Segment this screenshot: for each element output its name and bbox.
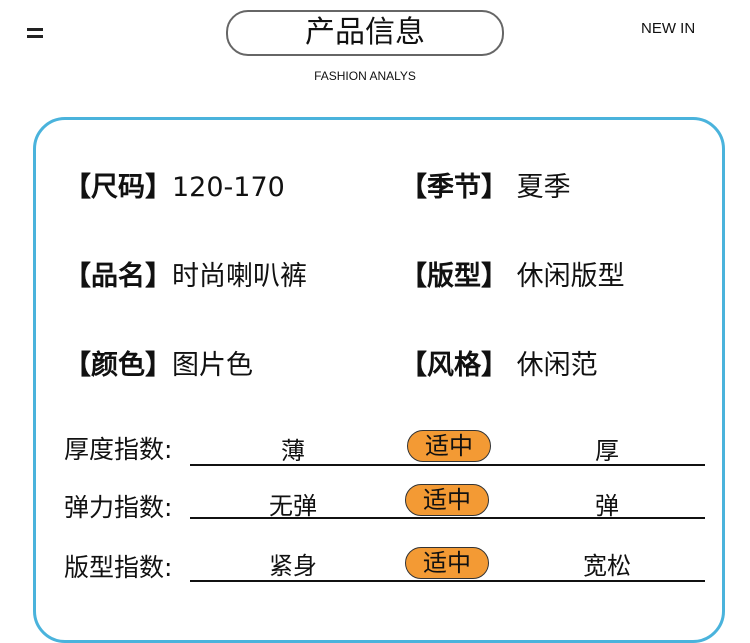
elasticity-label: 弹力指数: bbox=[64, 493, 173, 522]
fit-high: 宽松 bbox=[583, 552, 631, 580]
elasticity-low: 无弹 bbox=[269, 492, 317, 520]
elasticity-selected-badge: 适中 bbox=[405, 484, 489, 516]
thickness-selected-badge: 适中 bbox=[407, 430, 491, 462]
info-fit: 【版型】 休闲版型 bbox=[400, 261, 625, 292]
divider bbox=[190, 517, 705, 519]
divider bbox=[190, 580, 705, 582]
info-style: 【风格】 休闲范 bbox=[400, 350, 598, 381]
info-color: 【颜色】图片色 bbox=[64, 350, 253, 381]
fit-low: 紧身 bbox=[269, 552, 317, 580]
thickness-low: 薄 bbox=[281, 437, 305, 465]
subtitle: FASHION ANALYS bbox=[314, 69, 416, 83]
fit-index-label: 版型指数: bbox=[64, 553, 173, 582]
thickness-label: 厚度指数: bbox=[64, 435, 173, 464]
info-season: 【季节】 夏季 bbox=[400, 172, 571, 203]
fit-selected-badge: 适中 bbox=[405, 547, 489, 579]
thickness-high: 厚 bbox=[595, 437, 619, 465]
divider bbox=[190, 464, 705, 466]
elasticity-high: 弹 bbox=[595, 492, 619, 520]
info-size: 【尺码】120-170 bbox=[64, 172, 285, 203]
info-name: 【品名】时尚喇叭裤 bbox=[64, 261, 307, 292]
new-in-label: NEW IN bbox=[641, 20, 696, 37]
page-title: 产品信息 bbox=[226, 10, 504, 56]
menu-icon[interactable] bbox=[27, 28, 43, 42]
